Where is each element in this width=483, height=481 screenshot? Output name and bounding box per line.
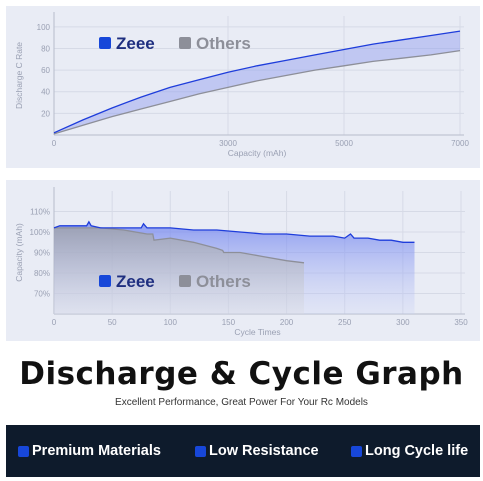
feature-label: Low Resistance xyxy=(209,443,319,459)
x-axis-label: Capacity (mAh) xyxy=(228,148,287,158)
feature-premium-materials: Premium Materials xyxy=(18,443,161,459)
discharge-chart-panel: 20 40 60 80 100 0 3000 5000 7000 Capacity (mAh) Di… xyxy=(6,6,480,168)
legend-others-label: Others xyxy=(196,34,251,53)
x-tick-label: 3000 xyxy=(219,139,237,148)
x-tick-label: 100 xyxy=(164,318,178,327)
legend-others-label: Others xyxy=(196,272,251,291)
legend-zeee-label: Zeee xyxy=(116,272,155,291)
legend-others-swatch xyxy=(179,275,191,287)
x-tick-label: 200 xyxy=(280,318,294,327)
x-tick-label: 0 xyxy=(52,139,57,148)
y-axis-label: Capacity (mAh) xyxy=(14,223,24,282)
zeee-line xyxy=(53,30,461,134)
cycle-chart-panel: 70% 80% 90% 100% 110% 0 50 100 150 200 250 300 350 Cy… xyxy=(6,180,480,341)
area-gap-fill xyxy=(54,31,460,134)
feature-square-icon xyxy=(351,445,362,457)
y-axis-label: Discharge C Rate xyxy=(14,42,24,109)
x-tick-label: 0 xyxy=(52,318,57,327)
x-axis-label: Cycle Times xyxy=(234,327,280,337)
feature-low-resistance: Low Resistance xyxy=(195,443,319,459)
y-tick-label: 20 xyxy=(41,109,50,118)
y-tick-label: 60 xyxy=(41,66,50,75)
y-tick-label: 80% xyxy=(34,269,50,278)
x-tick-label: 350 xyxy=(454,318,468,327)
x-tick-label: 250 xyxy=(338,318,352,327)
feature-label: Premium Materials xyxy=(32,443,161,459)
y-tick-label: 110% xyxy=(30,208,50,217)
legend-others-swatch xyxy=(179,37,191,49)
y-tick-label: 70% xyxy=(34,290,50,299)
x-tick-label: 7000 xyxy=(451,139,469,148)
cycle-chart: 70% 80% 90% 100% 110% 0 50 100 150 200 250 300 350 Cy… xyxy=(14,187,468,337)
feature-label: Long Cycle life xyxy=(365,443,469,459)
x-tick-label: 50 xyxy=(108,318,117,327)
feature-long-cycle-life: Long Cycle life xyxy=(351,443,468,459)
y-tick-label: 100% xyxy=(30,228,50,237)
x-tick-label: 5000 xyxy=(335,139,353,148)
x-tick-label: 300 xyxy=(396,318,410,327)
legend-zeee-swatch xyxy=(99,275,111,287)
zeee-line xyxy=(53,220,415,243)
legend-zeee-swatch xyxy=(99,37,111,49)
y-tick-label: 100 xyxy=(37,23,51,32)
y-tick-label: 90% xyxy=(34,249,50,258)
y-tick-label: 40 xyxy=(41,88,50,97)
feature-bar: Premium Materials Low Resistance Long Cy… xyxy=(6,425,480,477)
subtitle: Excellent Performance, Great Power For Y… xyxy=(115,397,368,408)
others-line xyxy=(53,49,461,135)
y-tick-label: 80 xyxy=(41,44,50,53)
legend-zeee-label: Zeee xyxy=(116,34,155,53)
feature-square-icon xyxy=(18,445,29,457)
x-tick-label: 150 xyxy=(222,318,236,327)
headline: Discharge & Cycle Graph xyxy=(19,356,464,392)
others-line xyxy=(54,227,305,264)
feature-square-icon xyxy=(195,445,206,457)
others-area xyxy=(54,227,304,314)
